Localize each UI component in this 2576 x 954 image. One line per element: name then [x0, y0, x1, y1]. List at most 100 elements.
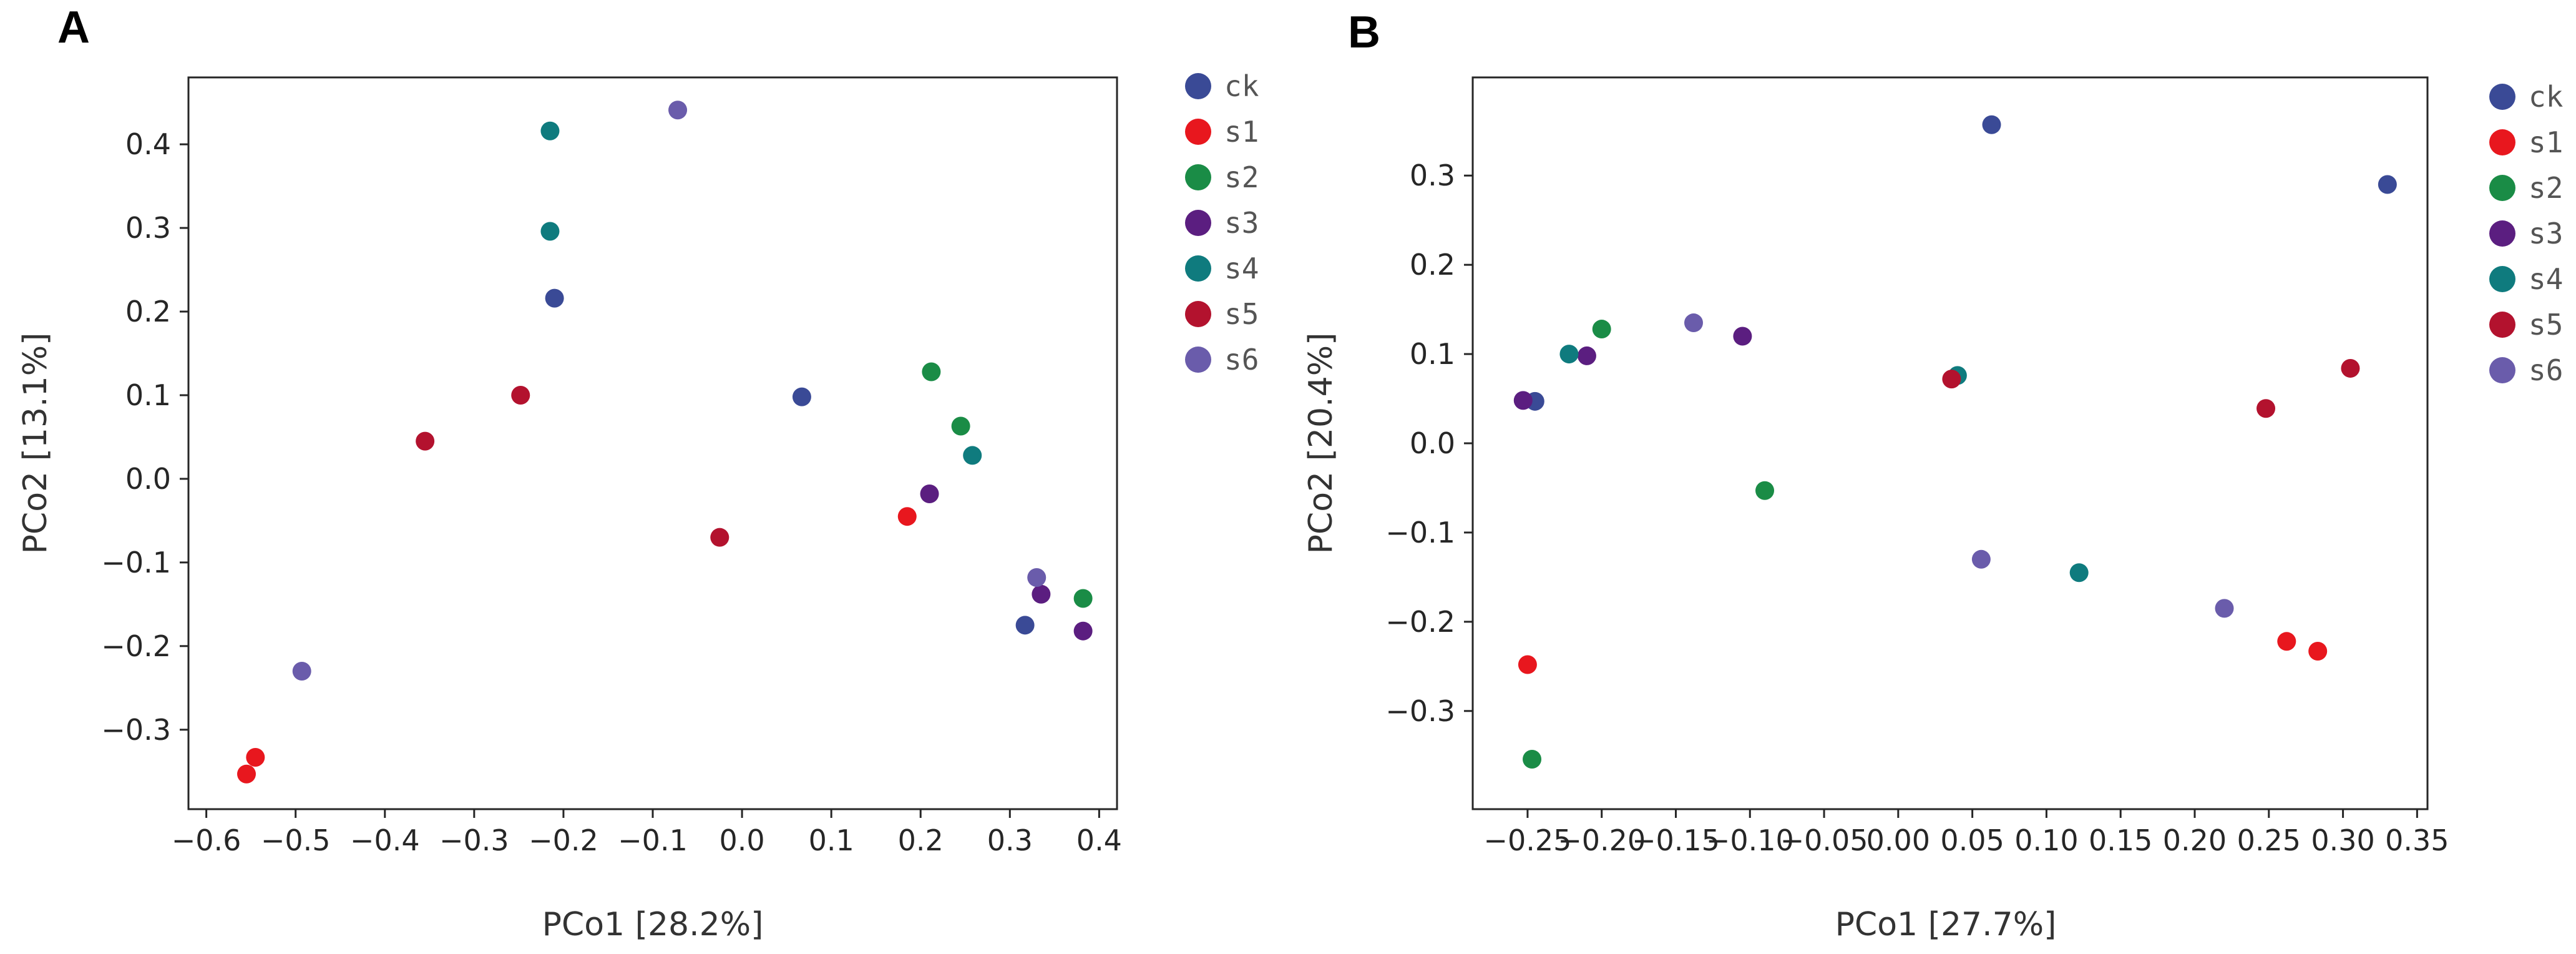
- panel-b-x-tick-label: −0.25: [1483, 824, 1571, 857]
- panel-a-y-tick-label: −0.2: [101, 629, 171, 663]
- panel-b-x-tick-label: 0.05: [1940, 824, 2004, 857]
- panel-a-legend-marker-s5: [1185, 301, 1211, 327]
- panel-b-x-tick-label: 0.00: [1866, 824, 1930, 857]
- panel-a-legend: ck s1 s2 s3 s4 s5 s6: [1185, 69, 1259, 376]
- panel-b-legend-marker-s4: [2489, 266, 2515, 292]
- panel-b-point-s3: [1733, 327, 1752, 346]
- panel-a-y-tick-label: 0.3: [125, 211, 171, 245]
- panel-b-point-s3: [1513, 391, 1533, 410]
- panel-b-y-tick-label: 0.3: [1410, 159, 1455, 192]
- panel-a-point-s2: [951, 416, 970, 436]
- panel-a-point-ck: [792, 387, 811, 406]
- panel-b-legend-marker-s6: [2489, 357, 2515, 383]
- panel-b-x-axis-label: PCo1 [27.7%]: [1835, 906, 2057, 943]
- panel-b-x-axis: −0.25−0.20−0.15−0.10−0.050.00 0.05 0.10 0.1…: [1483, 809, 2449, 857]
- panel-b-legend-label-s3: s3: [2529, 217, 2563, 250]
- panel-a-point-s5: [416, 431, 435, 451]
- panel-a-y-axis: −0.3 −0.2 −0.1 0.0 0.1 0.2 0.3 0.4: [101, 127, 188, 747]
- panel-b-y-tick-label: −0.3: [1385, 694, 1455, 728]
- panel-a-x-tick-label: −0.6: [172, 824, 242, 857]
- panel-a-point-ck: [1015, 616, 1035, 635]
- panel-b-legend-marker-ck: [2489, 84, 2515, 110]
- panel-a-y-tick-label: −0.1: [101, 546, 171, 579]
- panel-b-legend-label-s6: s6: [2529, 353, 2563, 387]
- panel-b-point-s4: [2069, 563, 2089, 583]
- panel-b-x-tick-label: 0.20: [2163, 824, 2227, 857]
- panel-b-x-tick-label: −0.15: [1632, 824, 1720, 857]
- panel-b-point-s5: [2256, 399, 2276, 418]
- panel-b-x-tick-label: 0.30: [2311, 824, 2374, 857]
- panel-b-letter: B: [1348, 7, 1380, 57]
- panel-b-points: [1513, 115, 2397, 769]
- panel-a-point-s3: [1073, 621, 1093, 641]
- panel-a-x-axis: −0.6 −0.5 −0.4 −0.3 −0.2 −0.1 0.0 0.1 0.2 0.3 0.4: [172, 809, 1122, 857]
- panel-b-y-tick-label: −0.2: [1385, 605, 1455, 639]
- panel-a-point-s4: [963, 446, 982, 465]
- panel-a-x-tick-label: 0.1: [809, 824, 854, 857]
- panel-a-legend-label-s2: s2: [1224, 160, 1259, 194]
- panel-b-x-tick-label: 0.15: [2089, 824, 2152, 857]
- panel-a-y-tick-label: −0.3: [101, 713, 171, 747]
- panel-b-x-tick-label: 0.35: [2385, 824, 2449, 857]
- panel-b-legend-marker-s1: [2489, 129, 2515, 155]
- panel-a-point-s6: [1027, 568, 1046, 587]
- panel-b-point-s6: [1971, 549, 1991, 569]
- panel-a-point-s1: [897, 507, 917, 526]
- panel-a-y-tick-label: 0.4: [125, 127, 171, 161]
- panel-a-legend-label-s5: s5: [1224, 297, 1259, 331]
- panel-a-legend-label-ck: ck: [1224, 69, 1259, 103]
- panel-b-point-s5: [1942, 370, 1961, 389]
- panel-b-point-s2: [1592, 320, 1611, 339]
- panel-a-legend-label-s4: s4: [1224, 252, 1259, 285]
- panel-b-point-s3: [1577, 346, 1596, 365]
- panel-a-point-s3: [920, 484, 939, 504]
- panel-b-legend-label-ck: ck: [2529, 80, 2563, 114]
- panel-b-point-s6: [1684, 313, 1703, 333]
- panel-b-legend-marker-s5: [2489, 312, 2515, 338]
- panel-b-point-s1: [2308, 642, 2328, 661]
- panel-a-point-s3: [1032, 584, 1051, 604]
- panel-b-legend: ck s1 s2 s3 s4 s5 s6: [2489, 80, 2563, 387]
- panel-a-x-tick-label: 0.3: [987, 824, 1033, 857]
- panel-b-legend-label-s1: s1: [2529, 125, 2563, 159]
- panel-a-x-tick-label: 0.0: [719, 824, 764, 857]
- panel-a-y-axis-label: PCo2 [13.1%]: [17, 333, 54, 554]
- panel-a-x-tick-label: −0.1: [618, 824, 688, 857]
- panel-a-legend-label-s3: s3: [1224, 206, 1259, 240]
- panel-b-x-tick-label: −0.20: [1558, 824, 1646, 857]
- panel-a-point-s4: [540, 121, 560, 140]
- panel-a-x-axis-label: PCo1 [28.2%]: [542, 906, 764, 943]
- panel-a-y-tick-label: 0.1: [125, 378, 171, 412]
- panel-b-legend-marker-s3: [2489, 220, 2515, 247]
- panel-a-y-tick-label: 0.0: [125, 462, 171, 496]
- panel-b-y-axis: −0.3 −0.2 −0.1 0.0 0.1 0.2 0.3: [1385, 159, 1473, 728]
- panel-a-point-s5: [511, 385, 530, 405]
- panel-b-point-s4: [1559, 345, 1579, 364]
- panel-a-x-tick-label: 0.4: [1076, 824, 1122, 857]
- panel-a-y-tick-label: 0.2: [125, 295, 171, 328]
- panel-b-x-tick-label: −0.10: [1706, 824, 1794, 857]
- panel-b-legend-marker-s2: [2489, 175, 2515, 201]
- panel-b-point-ck: [1982, 115, 2001, 134]
- panel-b-legend-label-s5: s5: [2529, 308, 2563, 342]
- panel-a-point-s6: [292, 661, 311, 681]
- panel-b-point-s1: [2277, 632, 2296, 651]
- panel-a-points: [237, 101, 1093, 784]
- panel-a-point-ck: [545, 288, 564, 308]
- panel-a-point-s5: [710, 528, 729, 547]
- panel-a-legend-marker-s2: [1185, 164, 1211, 190]
- panel-a-x-tick-label: 0.2: [898, 824, 944, 857]
- panel-b-legend-label-s4: s4: [2529, 262, 2563, 296]
- panel-a: A −0.6 −0.5 −0.4 −0.3 −0.2 −0.1 0.0 0.1 0.2 0.3 0.…: [17, 2, 1259, 943]
- panel-a-legend-marker-s3: [1185, 210, 1211, 236]
- panel-a-legend-label-s1: s1: [1224, 115, 1259, 149]
- panel-a-point-s1: [237, 764, 256, 784]
- panel-a-legend-label-s6: s6: [1224, 343, 1259, 376]
- panel-a-point-s4: [540, 222, 560, 241]
- panel-b-y-axis-label: PCo2 [20.4%]: [1302, 333, 1340, 554]
- panel-b-y-tick-label: 0.2: [1410, 248, 1455, 282]
- panel-a-point-s6: [668, 101, 688, 120]
- panel-a-x-tick-label: −0.4: [350, 824, 420, 857]
- panel-b-legend-label-s2: s2: [2529, 171, 2563, 205]
